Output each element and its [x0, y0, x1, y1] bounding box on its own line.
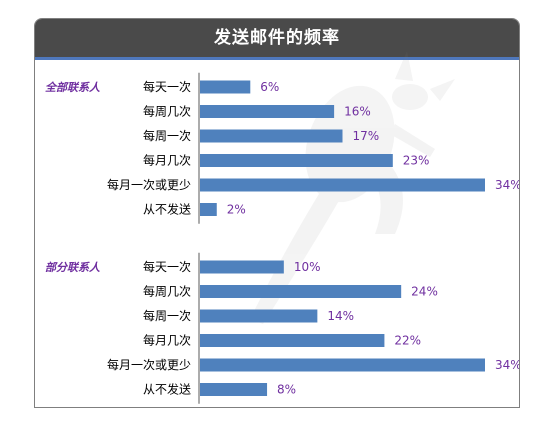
category-tick-label: 每月一次或更少	[107, 177, 191, 192]
series-group-2: 部分联系人 每天一次 10% 每周几次 24% 每周一次 14% 每月几次 22% 每月一次或更少…	[45, 252, 520, 404]
chart-card: 发送邮件的频率 全部联系人 每天一次 6% 每周几次 16% 每周一次 17% 每月几次 23%…	[34, 18, 520, 408]
bar	[200, 129, 343, 143]
data-label: 14%	[327, 309, 354, 323]
bar	[200, 203, 217, 216]
data-label: 6%	[260, 80, 279, 94]
category-tick-label: 每周几次	[143, 284, 191, 299]
bar	[200, 80, 251, 94]
category-tick-label: 每周几次	[143, 104, 191, 119]
bar	[200, 309, 318, 323]
bar	[200, 178, 485, 192]
bar	[200, 334, 385, 347]
data-label: 10%	[294, 260, 321, 274]
data-label: 34%	[495, 358, 520, 372]
series-group-1: 全部联系人 每天一次 6% 每周几次 16% 每周一次 17% 每月几次 23% 每月一次或更少 3…	[45, 72, 520, 224]
data-label: 24%	[411, 285, 438, 299]
category-tick-label: 从不发送	[143, 382, 191, 397]
data-label: 2%	[227, 203, 246, 217]
bar-chart: 全部联系人 每天一次 6%每周几次 16%每周一次 17%每月几次 23%每月一次或更少 3…	[45, 51, 520, 404]
data-label: 8%	[277, 383, 296, 397]
bar	[200, 285, 402, 298]
category-tick-label: 从不发送	[143, 202, 191, 217]
category-tick-label: 每天一次	[143, 79, 191, 94]
bar	[200, 105, 335, 118]
category-tick-label: 每月几次	[143, 333, 191, 348]
category-tick-label: 每周一次	[143, 128, 191, 143]
data-label: 16%	[344, 105, 371, 119]
bar	[200, 154, 393, 167]
data-label: 34%	[495, 178, 520, 192]
data-label: 23%	[403, 154, 430, 168]
series-label: 部分联系人	[45, 261, 101, 274]
chart-header: 发送邮件的频率	[35, 19, 519, 60]
data-label: 22%	[394, 334, 421, 348]
category-tick-label: 每周一次	[143, 308, 191, 323]
bar	[200, 383, 268, 396]
chart-title: 发送邮件的频率	[214, 28, 340, 48]
category-tick-label: 每月几次	[143, 153, 191, 168]
bar	[200, 358, 485, 372]
category-tick-label: 每月一次或更少	[107, 357, 191, 372]
series-label: 全部联系人	[45, 81, 101, 94]
bar	[200, 260, 284, 274]
category-tick-label: 每天一次	[143, 259, 191, 274]
data-label: 17%	[353, 129, 380, 143]
